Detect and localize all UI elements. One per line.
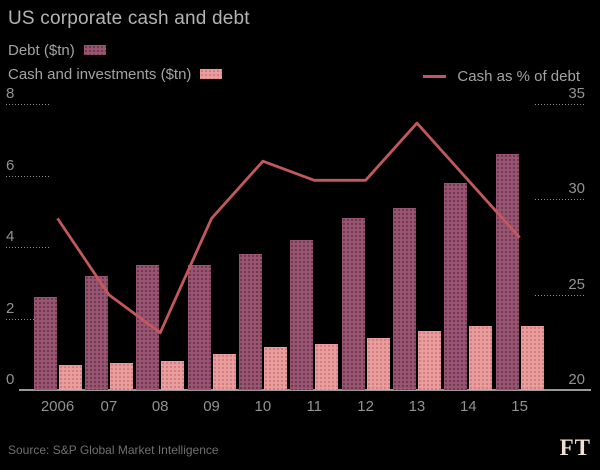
x-axis-label-13: 13 [408, 398, 426, 415]
source-note: Source: S&P Global Market Intelligence [8, 443, 219, 457]
x-axis-label-14: 14 [459, 398, 477, 415]
x-axis-label-2006: 2006 [40, 398, 75, 415]
cash-bar-15 [520, 325, 544, 390]
x-axis-line [19, 389, 591, 391]
debt-bar-2006 [33, 297, 57, 390]
debt-bar-08 [136, 264, 160, 390]
debt-bar-11 [290, 239, 314, 390]
debt-bar-09 [187, 264, 211, 390]
cash-bar-12 [366, 338, 390, 390]
gridline-left-4 [6, 247, 50, 248]
cash-bar-10 [263, 347, 287, 390]
x-axis-label-07: 07 [100, 398, 118, 415]
right-axis-label-30: 30 [568, 180, 585, 198]
debt-bar-13 [392, 207, 416, 390]
gridline-right-25 [535, 294, 585, 296]
ft-logo: FT [559, 435, 591, 460]
legend-swatch-debt-icon [83, 45, 106, 55]
left-axis-label-2: 2 [6, 299, 15, 317]
cash-bar-14 [469, 325, 493, 390]
left-axis-label-6: 6 [6, 156, 15, 174]
right-axis-label-35: 35 [568, 85, 585, 102]
right-axis-label-20: 20 [568, 371, 585, 388]
cash-bar-2006 [58, 364, 82, 390]
debt-bar-07 [84, 275, 108, 390]
debt-bar-15 [495, 154, 519, 390]
right-axis-label-25: 25 [568, 275, 585, 293]
x-axis-label-08: 08 [151, 398, 169, 415]
gridline-left-6 [6, 175, 50, 177]
x-axis-label-09: 09 [203, 398, 220, 415]
legend-line-swatch-icon [423, 74, 447, 78]
legend-item-cash-pct: Cash as % of debt [423, 67, 580, 85]
x-axis-label-10: 10 [254, 398, 272, 415]
debt-bar-12 [341, 218, 365, 390]
legend-label-cash-pct: Cash as % of debt [457, 67, 580, 85]
x-axis-label-12: 12 [357, 398, 374, 415]
cash-bar-09 [212, 354, 236, 390]
gridline-right-30 [535, 199, 585, 201]
gridline-left-8 [6, 104, 50, 105]
chart-title: US corporate cash and debt [8, 8, 250, 29]
legend-label-debt: Debt ($tn) [8, 41, 75, 59]
gridline-left-2 [6, 318, 50, 320]
cash-bar-07 [109, 363, 133, 390]
cash-bar-11 [315, 343, 339, 390]
cash-bar-13 [417, 331, 441, 390]
gridline-right-35 [535, 104, 585, 105]
x-axis-label-11: 11 [306, 398, 323, 415]
legend-swatch-cash-icon [200, 69, 223, 79]
x-axis-label-15: 15 [511, 398, 528, 415]
legend-item-cash: Cash and investments ($tn) [8, 65, 223, 83]
debt-bar-14 [444, 182, 468, 390]
cash-bar-08 [161, 361, 185, 390]
left-axis-label-4: 4 [6, 228, 15, 245]
left-axis-label-8: 8 [6, 85, 15, 102]
legend-label-cash: Cash and investments ($tn) [8, 65, 192, 83]
legend-item-debt: Debt ($tn) [8, 41, 106, 59]
left-axis-label-0: 0 [6, 371, 15, 388]
debt-bar-10 [238, 254, 262, 390]
